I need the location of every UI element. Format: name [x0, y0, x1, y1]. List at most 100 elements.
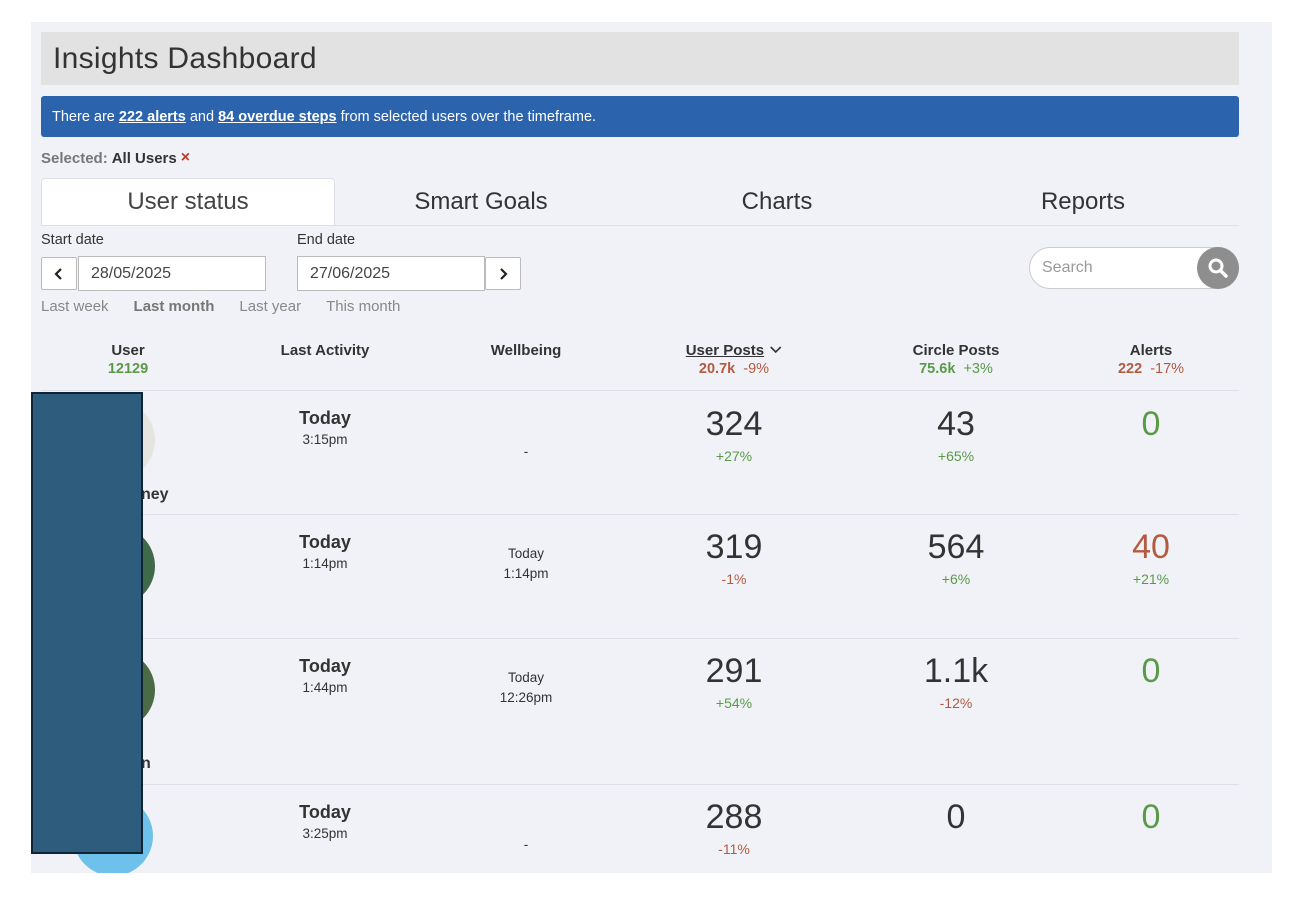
column-last-activity[interactable]: Last Activity	[281, 342, 370, 359]
circle-posts-change: +65%	[937, 448, 975, 464]
column-alerts-label: Alerts	[1129, 342, 1173, 359]
overdue-steps-link[interactable]: 84 overdue steps	[218, 108, 337, 125]
range-last-month[interactable]: Last month	[133, 298, 215, 315]
tab-smart-goals[interactable]: Smart Goals	[335, 178, 627, 225]
search-button[interactable]	[1197, 247, 1239, 289]
tab-user-status[interactable]: User status	[41, 178, 335, 225]
column-alerts-change: -17%	[1150, 361, 1185, 377]
activity-time: 1:14pm	[302, 556, 348, 571]
search-box[interactable]: Search	[1029, 247, 1239, 289]
tab-bar: User status Smart Goals Charts Reports	[41, 178, 1239, 226]
column-circle-posts-change: +3%	[963, 361, 993, 377]
alerts-value: 0	[1141, 405, 1161, 443]
column-alerts-stat: 222	[1117, 361, 1143, 377]
search-input[interactable]: Search	[1042, 259, 1093, 276]
wellbeing-time: -	[523, 444, 529, 459]
previous-period-button[interactable]	[41, 257, 77, 290]
chevron-right-icon	[500, 267, 508, 280]
column-user-label: User	[111, 342, 145, 359]
circle-posts-cell: 564 +6%	[928, 529, 985, 587]
column-circle-posts-label: Circle Posts	[912, 342, 1000, 359]
column-user-posts-change: -9%	[743, 361, 770, 377]
column-wellbeing[interactable]: Wellbeing	[491, 342, 562, 359]
row-divider	[41, 638, 1239, 639]
alerts-cell: 0	[1142, 799, 1161, 835]
circle-posts-cell: 0	[947, 799, 966, 835]
last-activity-cell: Today 3:15pm	[299, 408, 351, 447]
alerts-value: 40	[1132, 528, 1170, 566]
alert-banner: There are 222 alerts and 84 overdue step…	[41, 96, 1239, 137]
circle-posts-value: 0	[946, 798, 966, 836]
tab-reports[interactable]: Reports	[927, 178, 1239, 225]
column-alerts[interactable]: Alerts 222 -17%	[1118, 342, 1184, 377]
user-posts-change: +27%	[715, 448, 753, 464]
range-this-month[interactable]: This month	[326, 298, 401, 315]
activity-time: 1:44pm	[302, 680, 348, 695]
alerts-cell: 0	[1142, 653, 1161, 689]
banner-suffix: from selected users over the timeframe.	[336, 108, 597, 125]
column-user-stat: 12129	[107, 361, 149, 377]
column-user-posts[interactable]: User Posts 20.7k -9%	[686, 342, 783, 377]
column-user-posts-label: User Posts	[685, 342, 765, 359]
selected-value: All Users	[111, 149, 177, 167]
chevron-down-icon	[769, 346, 781, 354]
user-posts-cell: 319 -1%	[706, 529, 763, 587]
activity-time: 3:25pm	[302, 826, 348, 841]
user-posts-value: 319	[705, 528, 763, 566]
selection-summary: Selected: All Users ×	[41, 149, 190, 167]
circle-posts-change: -12%	[939, 695, 973, 711]
alerts-value: 0	[1141, 798, 1161, 836]
alerts-change: +21%	[1132, 571, 1170, 587]
user-posts-change: -11%	[718, 841, 750, 857]
quick-range-links: Last week Last month Last year This mont…	[41, 298, 400, 315]
start-date-label: Start date	[41, 232, 104, 248]
start-date-field[interactable]: 28/05/2025	[78, 256, 266, 291]
user-posts-value: 288	[705, 798, 763, 836]
tab-label: Reports	[1040, 187, 1126, 215]
end-date-label: End date	[297, 232, 356, 248]
end-date-field[interactable]: 27/06/2025	[297, 256, 485, 291]
wellbeing-day: Today	[507, 546, 545, 561]
alerts-link[interactable]: 222 alerts	[118, 108, 186, 125]
last-activity-cell: Today 3:25pm	[299, 802, 351, 841]
title-bar: Insights Dashboard	[41, 32, 1239, 85]
activity-time: 3:15pm	[302, 432, 348, 447]
user-posts-cell: 324 +27%	[706, 406, 763, 464]
tab-label: Smart Goals	[414, 187, 548, 215]
user-posts-value: 291	[705, 652, 763, 690]
redaction-overlay	[31, 392, 143, 854]
column-user-posts-stat: 20.7k	[698, 361, 736, 377]
wellbeing-cell: -	[524, 835, 529, 855]
circle-posts-value: 1.1k	[923, 652, 989, 690]
user-posts-change: +54%	[715, 695, 753, 711]
wellbeing-cell: -	[524, 442, 529, 462]
user-name[interactable]: ney	[141, 486, 169, 503]
next-period-button[interactable]	[485, 257, 521, 290]
circle-posts-value: 564	[927, 528, 985, 566]
user-name[interactable]: n	[141, 755, 151, 772]
banner-middle: and	[185, 108, 219, 125]
activity-day: Today	[299, 802, 351, 822]
column-wellbeing-label: Wellbeing	[490, 342, 562, 359]
tab-charts[interactable]: Charts	[627, 178, 927, 225]
column-user[interactable]: User 12129	[108, 342, 148, 377]
row-divider	[41, 784, 1239, 785]
range-last-year[interactable]: Last year	[239, 298, 302, 315]
search-icon	[1208, 258, 1228, 278]
column-circle-posts[interactable]: Circle Posts 75.6k +3%	[913, 342, 1000, 377]
tab-label: Charts	[741, 187, 813, 215]
selected-label: Selected:	[41, 149, 108, 167]
user-posts-value: 324	[705, 405, 763, 443]
activity-day: Today	[299, 532, 351, 552]
wellbeing-time: 12:26pm	[499, 690, 553, 705]
circle-posts-value: 43	[937, 405, 975, 443]
user-posts-cell: 291 +54%	[706, 653, 763, 711]
range-last-week[interactable]: Last week	[41, 298, 109, 315]
banner-prefix: There are	[52, 108, 119, 125]
wellbeing-day: Today	[507, 670, 545, 685]
last-activity-cell: Today 1:44pm	[299, 656, 351, 695]
activity-day: Today	[299, 408, 351, 428]
wellbeing-time: 1:14pm	[503, 566, 549, 581]
alerts-value: 0	[1141, 652, 1161, 690]
clear-selection-icon[interactable]: ×	[180, 149, 191, 166]
